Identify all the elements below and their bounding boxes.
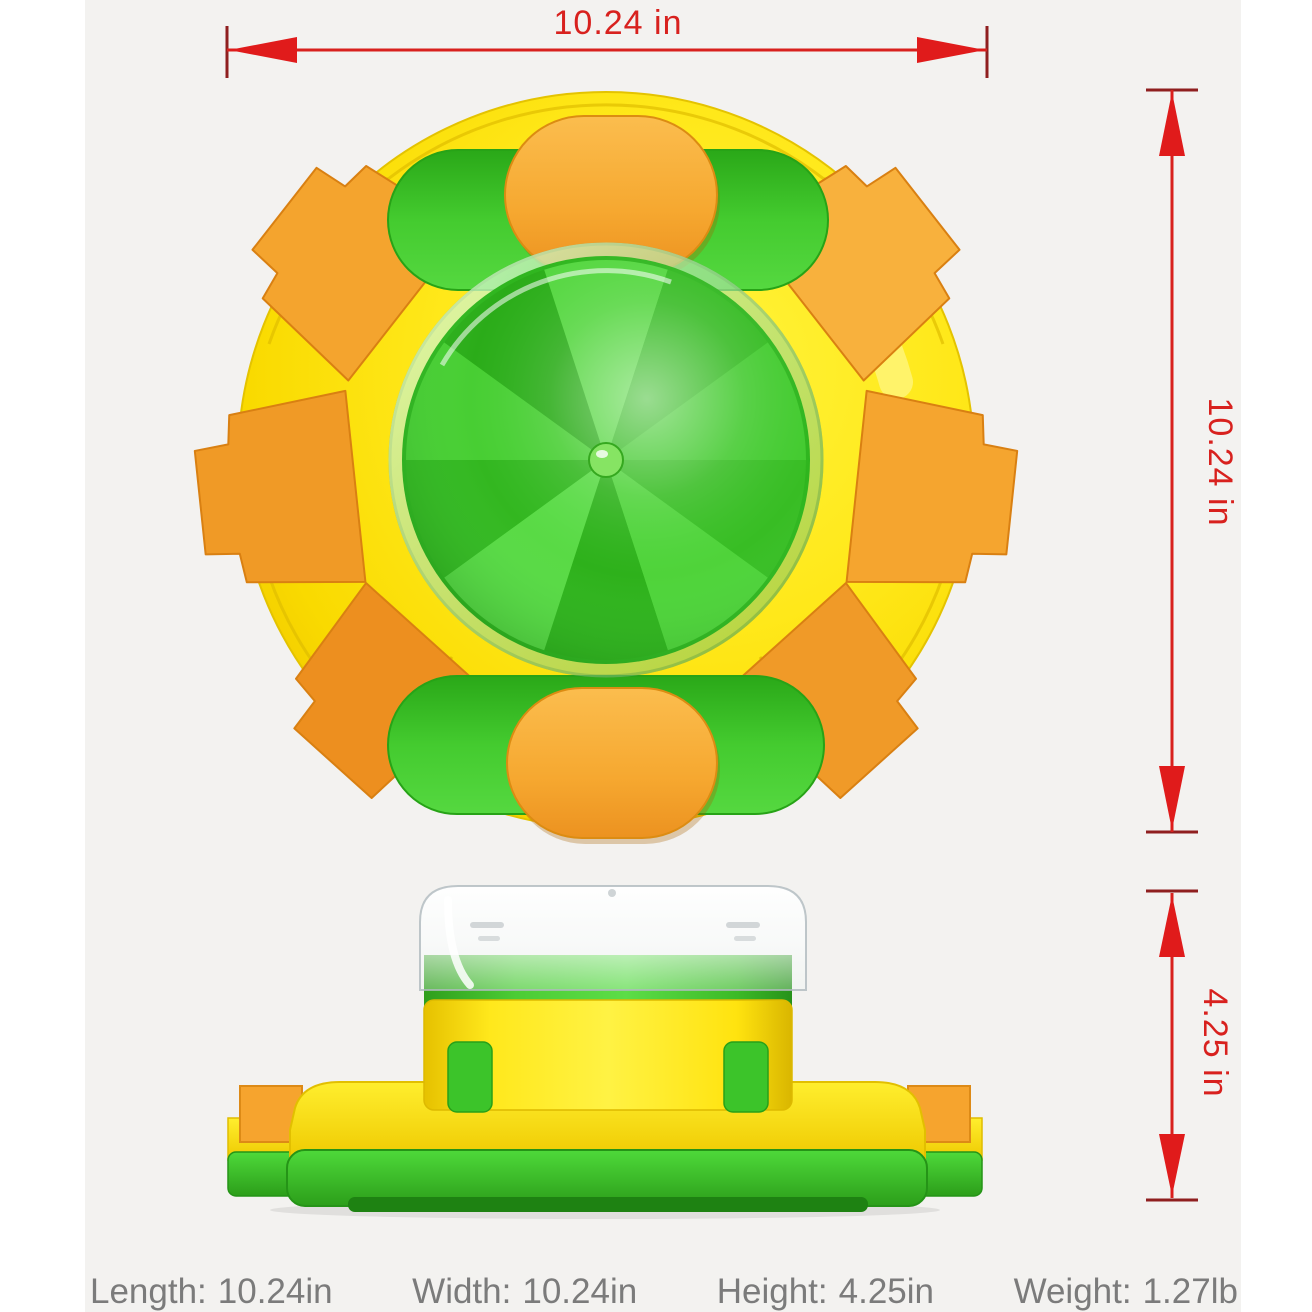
side-base-foot [348, 1197, 868, 1212]
side-clear-cup [419, 885, 807, 991]
dimension-side-height: 4.25 in [1146, 889, 1234, 1202]
side-green-clip-right [723, 1041, 769, 1113]
side-tower-yellow [423, 999, 793, 1111]
cup-top-hole [608, 889, 616, 897]
top-width-label: 10.24 in [554, 4, 683, 42]
spec-height: Height: 4.25in [716, 1272, 935, 1311]
toy-top-view [193, 91, 1019, 844]
toy-side-view [227, 885, 983, 1219]
dimension-top-width: 10.24 in [225, 4, 989, 78]
dome-center-nub [588, 442, 624, 478]
bottom-slider-button [506, 687, 718, 839]
spec-width: Width: 10.24in [412, 1272, 638, 1311]
right-height-label: 10.24 in [1201, 398, 1239, 527]
arrow-right-icon [917, 37, 985, 63]
arrow-down-icon [1159, 766, 1185, 830]
arrow-down-icon [1159, 1134, 1185, 1196]
spec-length: Length: 10.24in [90, 1272, 333, 1311]
arrow-up-icon [1159, 92, 1185, 156]
side-height-label: 4.25 in [1196, 988, 1234, 1097]
dimension-right-height: 10.24 in [1146, 88, 1239, 834]
center-dome [388, 242, 824, 678]
spec-line: Length: 10.24in Width: 10.24in Height: 4.25… [90, 1272, 1238, 1312]
spec-weight: Weight: 1.27lb [1013, 1272, 1238, 1311]
arrow-up-icon [1159, 895, 1185, 957]
side-green-clip-left [447, 1041, 493, 1113]
arrow-left-icon [229, 37, 297, 63]
